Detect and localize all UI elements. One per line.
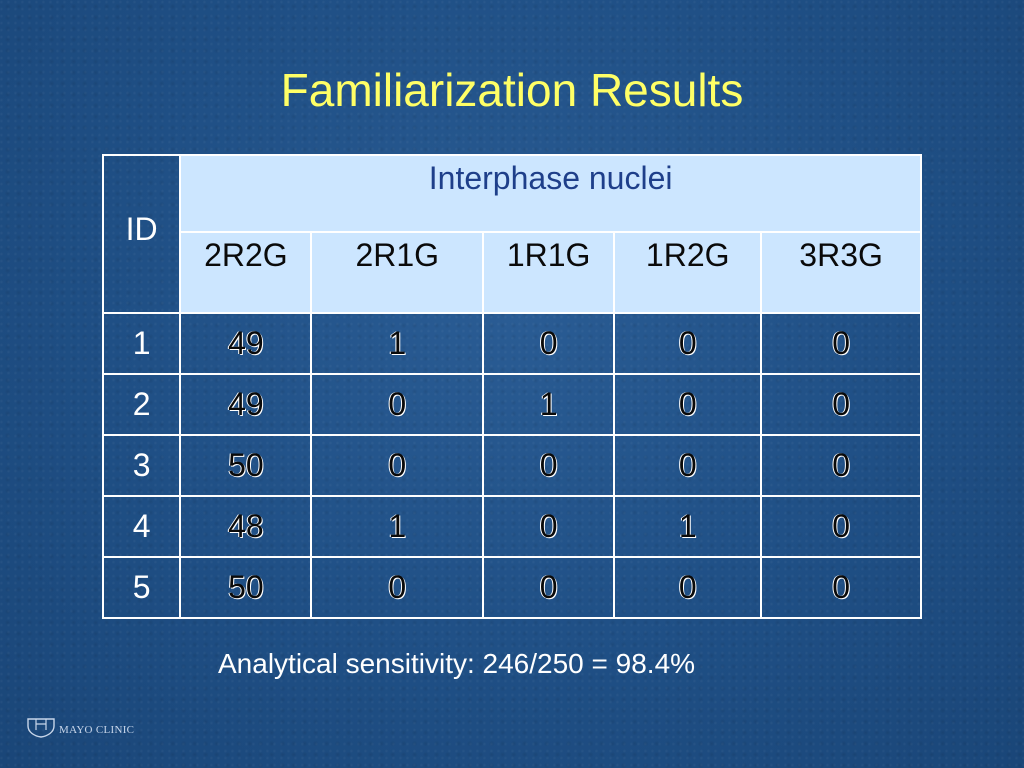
cell-2r2g: 50 xyxy=(179,556,313,619)
row-id: 3 xyxy=(101,434,182,497)
column-header-2r2g: 2R2G xyxy=(179,230,313,315)
row-id: 5 xyxy=(101,556,182,619)
id-column-header: ID xyxy=(101,154,182,314)
cell-1r1g: 0 xyxy=(482,556,616,619)
cell-2r2g: 48 xyxy=(179,495,313,558)
cell-1r2g: 0 xyxy=(613,373,763,436)
column-header-3r3g: 3R3G xyxy=(760,230,922,315)
interphase-nuclei-header: Interphase nuclei xyxy=(179,154,922,233)
cell-1r2g: 1 xyxy=(613,495,763,558)
analytical-sensitivity-note: Analytical sensitivity: 246/250 = 98.4% xyxy=(218,648,696,679)
cell-2r1g: 0 xyxy=(310,556,485,619)
cell-2r1g: 1 xyxy=(310,495,485,558)
cell-1r1g: 0 xyxy=(482,495,616,558)
cell-3r3g: 0 xyxy=(760,556,922,619)
cell-2r1g: 0 xyxy=(310,434,485,497)
cell-1r2g: 0 xyxy=(613,312,763,375)
cell-2r1g: 0 xyxy=(310,373,485,436)
mayo-clinic-logo-text: MAYO CLINIC xyxy=(59,723,135,736)
row-id: 2 xyxy=(101,373,182,436)
row-id: 1 xyxy=(101,312,182,375)
mayo-clinic-shield-icon xyxy=(26,716,56,743)
cell-2r2g: 49 xyxy=(179,373,313,436)
cell-2r2g: 49 xyxy=(179,312,313,375)
column-header-1r1g: 1R1G xyxy=(482,230,616,315)
table-row: 1 49 1 0 0 0 xyxy=(101,312,922,375)
slide-title: Familiarization Results xyxy=(280,64,744,116)
cell-1r1g: 0 xyxy=(482,434,616,497)
table-row: 5 50 0 0 0 0 xyxy=(101,556,922,619)
table-header-row-group: ID Interphase nuclei xyxy=(101,154,922,314)
cell-1r2g: 0 xyxy=(613,434,763,497)
table-row: 3 50 0 0 0 0 xyxy=(101,434,922,497)
mayo-clinic-logo: MAYO CLINIC xyxy=(26,716,134,743)
cell-3r3g: 0 xyxy=(760,312,922,375)
cell-1r2g: 0 xyxy=(613,556,763,619)
cell-3r3g: 0 xyxy=(760,373,922,436)
table-row: 4 48 1 0 1 0 xyxy=(101,495,922,558)
column-header-1r2g: 1R2G xyxy=(613,230,763,315)
row-id: 4 xyxy=(101,495,182,558)
cell-2r2g: 50 xyxy=(179,434,313,497)
cell-2r1g: 1 xyxy=(310,312,485,375)
cell-3r3g: 0 xyxy=(760,495,922,558)
cell-3r3g: 0 xyxy=(760,434,922,497)
table-row: 2 49 0 1 0 0 xyxy=(101,373,922,436)
column-header-2r1g: 2R1G xyxy=(310,230,485,315)
cell-1r1g: 0 xyxy=(482,312,616,375)
cell-1r1g: 1 xyxy=(482,373,616,436)
results-table: ID Interphase nuclei 2R2G 2R1G 1R1G 1R2G… xyxy=(101,154,922,619)
table-header-row-columns: 2R2G 2R1G 1R1G 1R2G 3R3G xyxy=(103,230,922,315)
